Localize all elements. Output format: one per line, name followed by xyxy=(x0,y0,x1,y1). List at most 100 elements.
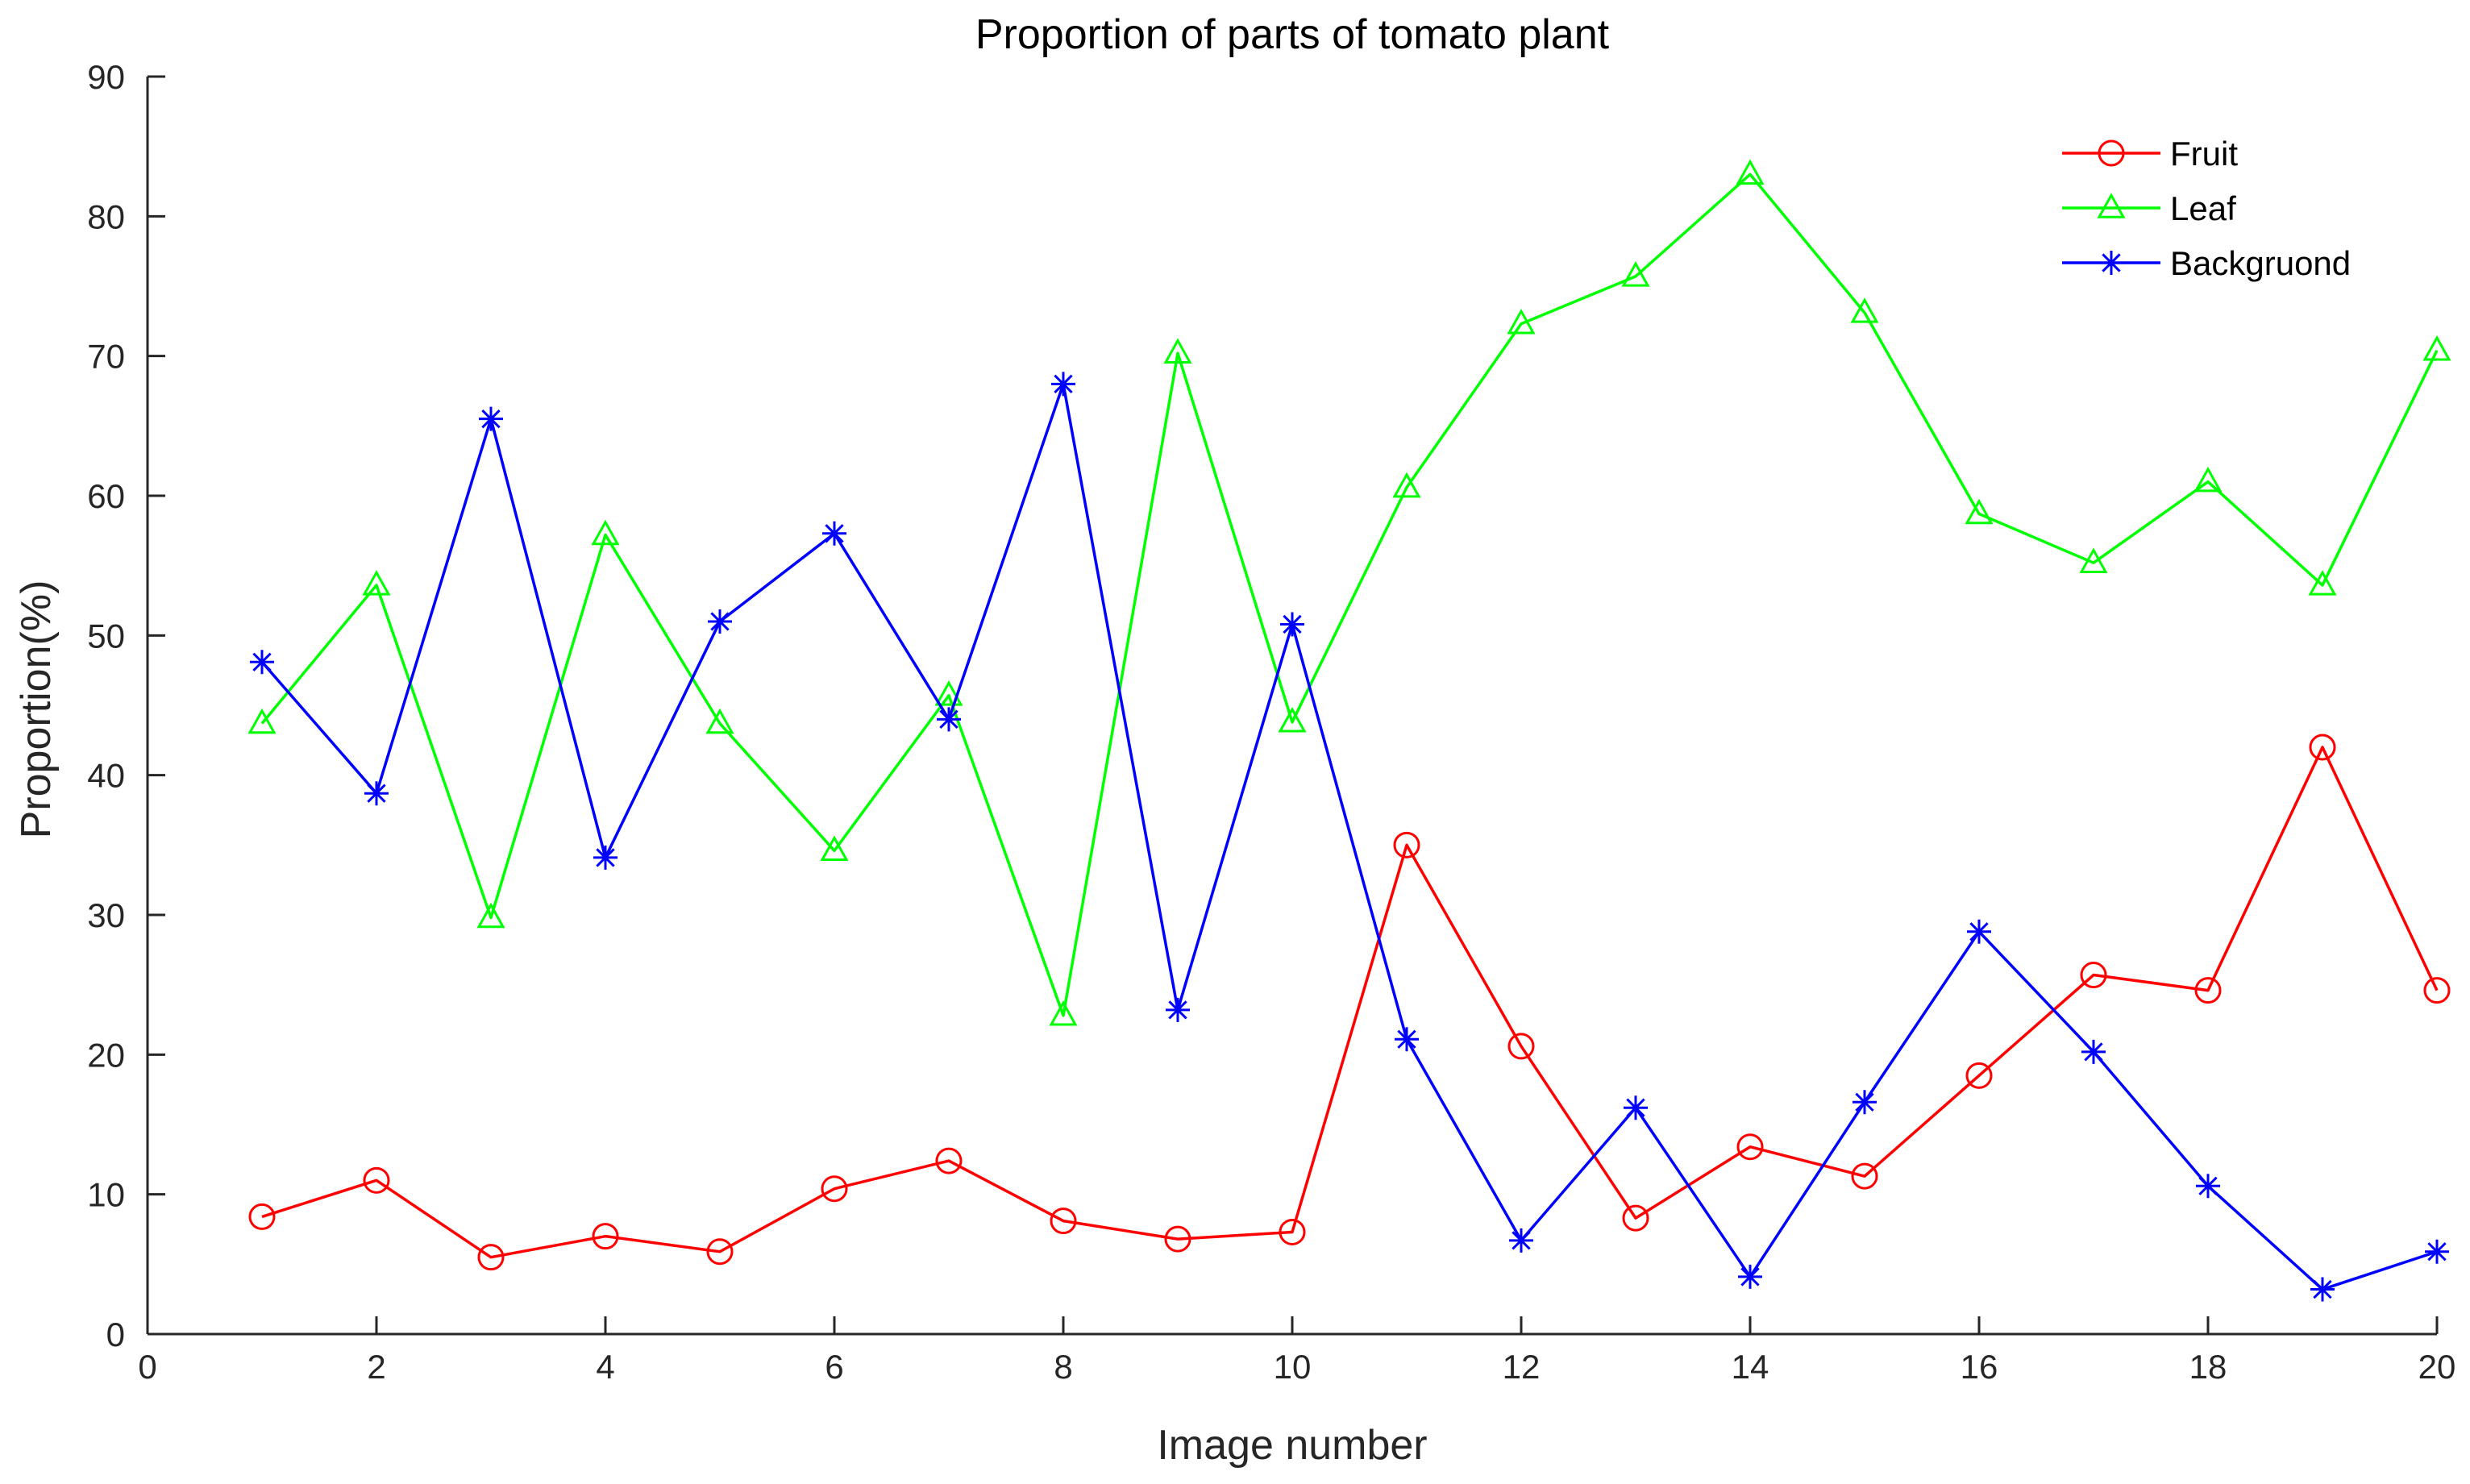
y-tick-label: 10 xyxy=(87,1176,125,1214)
x-tick-label: 2 xyxy=(367,1348,385,1386)
series-line xyxy=(260,382,2438,1291)
data-point xyxy=(934,680,963,706)
data-point xyxy=(1278,706,1307,733)
series-line xyxy=(260,173,2439,1017)
data-point xyxy=(2079,547,2108,573)
data-point xyxy=(2425,1239,2449,1264)
legend-marker xyxy=(2099,251,2123,275)
data-point xyxy=(1163,338,1192,364)
data-point xyxy=(364,781,389,806)
x-axis-title: Image number xyxy=(1157,1422,1427,1469)
legend-marker xyxy=(2097,193,2126,218)
data-point xyxy=(1507,308,1536,335)
data-point xyxy=(935,1147,963,1174)
x-tick-label: 16 xyxy=(1961,1348,1998,1386)
data-point xyxy=(1736,159,1765,185)
y-tick-label: 60 xyxy=(87,477,125,515)
data-point xyxy=(1621,261,1650,287)
data-point xyxy=(1851,1162,1878,1190)
data-point xyxy=(1395,1027,1419,1052)
data-point xyxy=(476,902,505,929)
data-point xyxy=(1852,1090,1877,1115)
legend-marker xyxy=(2098,139,2125,167)
data-point xyxy=(248,1203,276,1230)
data-point xyxy=(1164,1225,1191,1253)
legend-label: Fruit xyxy=(2170,135,2238,173)
data-point xyxy=(1738,1264,1762,1289)
y-tick-label: 20 xyxy=(87,1036,125,1074)
x-tick-label: 4 xyxy=(596,1348,614,1386)
data-point xyxy=(2422,335,2451,361)
series-leaf xyxy=(247,159,2451,1026)
x-tick-label: 10 xyxy=(1274,1348,1312,1386)
data-point xyxy=(1050,1208,1077,1235)
data-point xyxy=(2081,1039,2106,1064)
data-point xyxy=(1392,472,1421,498)
data-point xyxy=(1967,919,1991,944)
legend: Fruit Leaf Backgruond xyxy=(2048,113,2402,298)
data-point xyxy=(1850,297,1879,323)
data-point xyxy=(1393,831,1420,858)
data-point xyxy=(1624,1095,1648,1120)
x-tick-label: 14 xyxy=(1732,1348,1769,1386)
data-point xyxy=(708,609,732,634)
y-tick-label: 40 xyxy=(87,757,125,795)
data-point xyxy=(1622,1204,1649,1232)
y-axis-title: Proportion(%) xyxy=(13,580,60,839)
data-point xyxy=(591,519,620,546)
data-point xyxy=(2423,977,2451,1004)
series-line xyxy=(261,746,2439,1259)
data-point xyxy=(250,650,274,675)
x-tick-label: 0 xyxy=(138,1348,156,1386)
y-tick-label: 0 xyxy=(106,1316,125,1353)
x-tick-label: 8 xyxy=(1054,1348,1072,1386)
x-tick-label: 12 xyxy=(1503,1348,1541,1386)
data-point xyxy=(1736,1133,1764,1161)
y-tick-label: 80 xyxy=(87,197,125,235)
data-point xyxy=(2193,466,2223,493)
data-point xyxy=(477,1244,505,1271)
data-point xyxy=(593,845,618,870)
data-point xyxy=(2196,1174,2220,1199)
x-tick-label: 18 xyxy=(2189,1348,2227,1386)
series-fruit xyxy=(248,734,2451,1271)
y-tick-label: 30 xyxy=(87,896,125,934)
axes: 0 2 4 6 8 10 12 14 16 18 20 0 10 20 30 40 50 60 70 80 90 xyxy=(87,58,2455,1386)
data-series xyxy=(247,159,2451,1302)
data-point xyxy=(1280,612,1304,637)
data-point xyxy=(821,1175,848,1203)
data-point xyxy=(1965,498,1994,525)
data-point xyxy=(247,708,277,734)
data-point xyxy=(1049,1000,1078,1026)
data-point xyxy=(1166,997,1190,1022)
legend-label: Leaf xyxy=(2170,189,2236,227)
data-point xyxy=(937,707,961,732)
data-point xyxy=(820,835,849,862)
data-point xyxy=(1965,1062,1993,1089)
data-point xyxy=(363,1166,390,1194)
data-point xyxy=(1051,372,1075,397)
legend-label: Backgruond xyxy=(2170,244,2351,282)
data-point xyxy=(822,521,846,546)
data-point xyxy=(705,708,734,734)
y-tick-label: 50 xyxy=(87,617,125,655)
data-point xyxy=(479,406,503,431)
chart-title: Proportion of parts of tomato plant xyxy=(975,11,1610,58)
series-backgruond xyxy=(250,372,2449,1302)
y-tick-label: 90 xyxy=(87,58,125,96)
x-tick-label: 20 xyxy=(2418,1348,2456,1386)
y-tick-label: 70 xyxy=(87,338,125,376)
data-point xyxy=(2080,962,2107,989)
x-tick-label: 6 xyxy=(825,1348,843,1386)
data-point xyxy=(2194,977,2222,1004)
data-point xyxy=(1509,1228,1533,1253)
data-point xyxy=(706,1238,734,1266)
data-point xyxy=(2310,1277,2335,1302)
data-point xyxy=(2308,570,2337,596)
data-point xyxy=(362,570,391,596)
data-point xyxy=(1279,1218,1306,1245)
data-point xyxy=(2309,734,2336,761)
data-point xyxy=(1507,1033,1535,1060)
data-point xyxy=(592,1223,619,1250)
